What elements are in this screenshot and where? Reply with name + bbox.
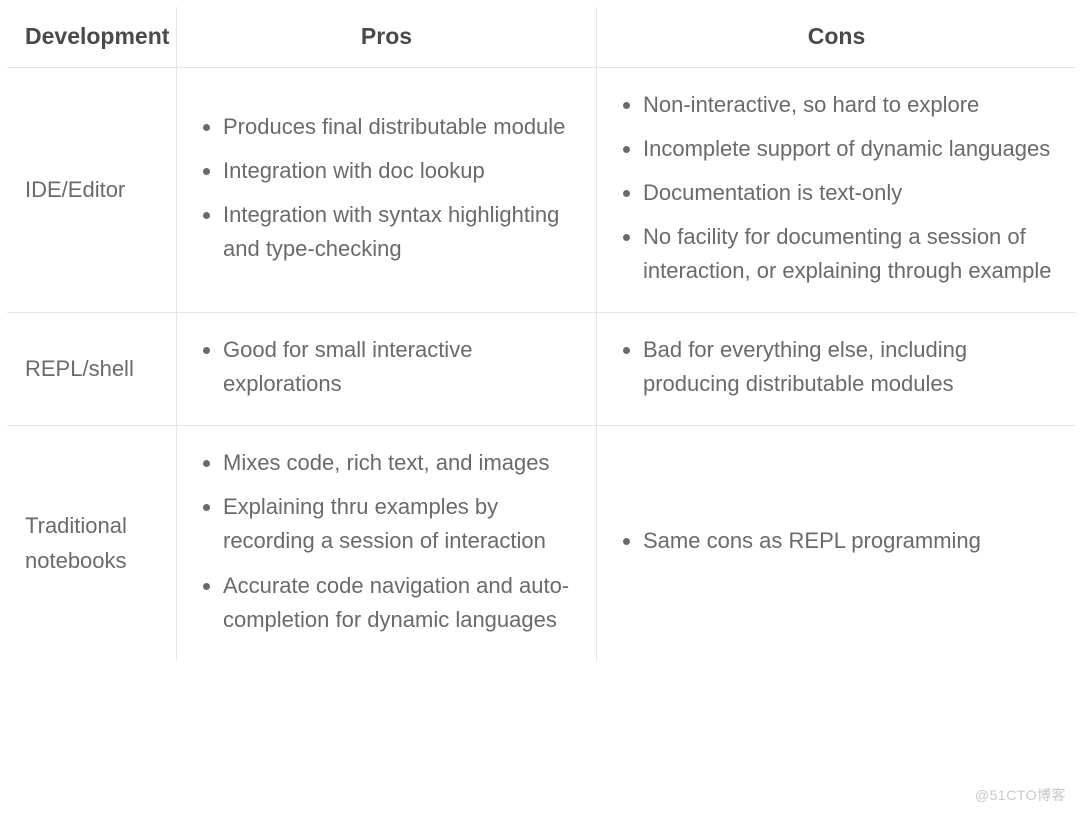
table-header-row: Development Pros Cons (7, 7, 1077, 68)
row-label: IDE/Editor (7, 67, 177, 312)
list-item: Mixes code, rich text, and images (223, 446, 578, 480)
cons-list: Non-interactive, so hard to explore Inco… (615, 88, 1058, 288)
cell-cons: Bad for everything else, including produ… (597, 313, 1077, 426)
table-row: REPL/shell Good for small interactive ex… (7, 313, 1077, 426)
list-item: Documentation is text-only (643, 176, 1058, 210)
col-header-pros: Pros (177, 7, 597, 68)
pros-list: Mixes code, rich text, and images Explai… (195, 446, 578, 636)
col-header-cons: Cons (597, 7, 1077, 68)
cons-list: Bad for everything else, including produ… (615, 333, 1058, 401)
watermark-text: @51CTO博客 (975, 785, 1066, 805)
row-label: Traditional notebooks (7, 426, 177, 661)
list-item: Accurate code navigation and auto-comple… (223, 569, 578, 637)
list-item: Explaining thru examples by recording a … (223, 490, 578, 558)
pros-list: Produces final distributable module Inte… (195, 110, 578, 266)
list-item: Integration with syntax highlighting and… (223, 198, 578, 266)
list-item: Integration with doc lookup (223, 154, 578, 188)
comparison-table: Development Pros Cons IDE/Editor Produce… (6, 6, 1077, 662)
row-label: REPL/shell (7, 313, 177, 426)
cell-cons: Same cons as REPL programming (597, 426, 1077, 661)
cell-pros: Good for small interactive explorations (177, 313, 597, 426)
page-frame: Development Pros Cons IDE/Editor Produce… (0, 0, 1080, 813)
table-row: IDE/Editor Produces final distributable … (7, 67, 1077, 312)
cell-pros: Produces final distributable module Inte… (177, 67, 597, 312)
list-item: Bad for everything else, including produ… (643, 333, 1058, 401)
cons-list: Same cons as REPL programming (615, 524, 1058, 558)
list-item: No facility for documenting a session of… (643, 220, 1058, 288)
list-item: Good for small interactive explorations (223, 333, 578, 401)
table-row: Traditional notebooks Mixes code, rich t… (7, 426, 1077, 661)
list-item: Produces final distributable module (223, 110, 578, 144)
cell-cons: Non-interactive, so hard to explore Inco… (597, 67, 1077, 312)
list-item: Incomplete support of dynamic languages (643, 132, 1058, 166)
list-item: Non-interactive, so hard to explore (643, 88, 1058, 122)
list-item: Same cons as REPL programming (643, 524, 1058, 558)
pros-list: Good for small interactive explorations (195, 333, 578, 401)
col-header-development: Development (7, 7, 177, 68)
cell-pros: Mixes code, rich text, and images Explai… (177, 426, 597, 661)
